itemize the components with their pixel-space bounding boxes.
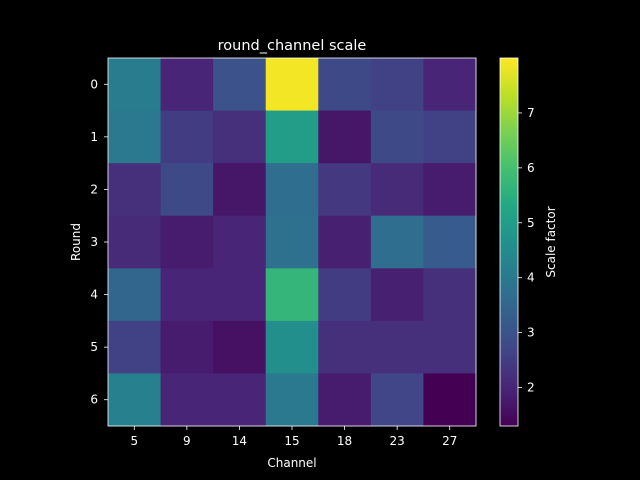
heatmap-cell (160, 268, 214, 322)
y-tick-label: 5 (90, 340, 98, 354)
heatmap-cell (108, 58, 161, 111)
heatmap-cell (108, 163, 161, 217)
heatmap-cell (160, 215, 214, 269)
heatmap-cell (213, 110, 267, 164)
heatmap-cell (318, 320, 372, 374)
heatmap-cell (370, 110, 424, 164)
heatmap-cell (160, 320, 214, 374)
y-axis: 0 1 2 3 4 5 6 (90, 77, 108, 407)
heatmap-cell (265, 163, 319, 217)
heatmap-cell (318, 268, 372, 322)
heatmap-cell (318, 163, 372, 217)
heatmap-cell (213, 215, 267, 269)
heatmap-cell (265, 215, 319, 269)
heatmap-cell (423, 58, 477, 111)
y-axis-label: Round (69, 223, 83, 261)
heatmap-cell (370, 58, 424, 111)
heatmap-cell (370, 163, 424, 217)
heatmap-cell (108, 373, 161, 427)
heatmap-cell (370, 215, 424, 269)
heatmap-cell (160, 58, 214, 111)
heatmap-cell (370, 268, 424, 322)
x-tick-label: 27 (442, 434, 457, 448)
x-axis-label: Channel (267, 456, 316, 470)
colorbar-tick-label: 3 (527, 326, 535, 340)
heatmap (108, 58, 477, 427)
y-tick-label: 6 (90, 393, 98, 407)
x-tick-label: 18 (337, 434, 352, 448)
heatmap-cell (213, 268, 267, 322)
y-tick-label: 4 (90, 288, 98, 302)
y-tick-label: 1 (90, 130, 98, 144)
x-axis: 5 9 14 15 18 23 27 (130, 426, 457, 448)
heatmap-cell (423, 373, 477, 427)
heatmap-cell (318, 373, 372, 427)
heatmap-cell (423, 320, 477, 374)
heatmap-cell (160, 110, 214, 164)
colorbar-label: Scale factor (544, 206, 558, 277)
heatmap-cell (213, 373, 267, 427)
x-tick-label: 23 (390, 434, 405, 448)
y-tick-label: 3 (90, 235, 98, 249)
heatmap-cell (318, 110, 372, 164)
x-tick-label: 15 (284, 434, 299, 448)
heatmap-cell (265, 110, 319, 164)
heatmap-cell (108, 268, 161, 322)
colorbar-tick-label: 2 (527, 381, 535, 395)
x-tick-label: 5 (130, 434, 138, 448)
heatmap-cell (265, 58, 319, 111)
colorbar-tick-label: 4 (527, 271, 535, 285)
heatmap-cell (160, 163, 214, 217)
x-tick-label: 9 (183, 434, 191, 448)
heatmap-cell (213, 320, 267, 374)
x-tick-label: 14 (232, 434, 247, 448)
heatmap-cell (265, 268, 319, 322)
colorbar-axis: 2 3 4 5 6 7 (518, 106, 535, 395)
heatmap-cell (423, 215, 477, 269)
colorbar-tick-label: 6 (527, 161, 535, 175)
heatmap-cell (423, 268, 477, 322)
colorbar-tick-label: 5 (527, 216, 535, 230)
heatmap-cell (423, 163, 477, 217)
colorbar (499, 57, 519, 427)
heatmap-cell (108, 320, 161, 374)
heatmap-cell (370, 320, 424, 374)
y-tick-label: 0 (90, 77, 98, 91)
heatmap-cell (213, 58, 267, 111)
chart-title: round_channel scale (218, 38, 367, 54)
heatmap-cell (318, 58, 372, 111)
heatmap-cell (108, 110, 161, 164)
heatmap-cell (160, 373, 214, 427)
heatmap-cell (213, 163, 267, 217)
heatmap-cell (265, 373, 319, 427)
heatmap-cell (370, 373, 424, 427)
heatmap-cell (108, 215, 161, 269)
heatmap-cell (318, 215, 372, 269)
heatmap-cell (265, 320, 319, 374)
colorbar-tick-label: 7 (527, 106, 535, 120)
heatmap-cell (423, 110, 477, 164)
y-tick-label: 2 (90, 182, 98, 196)
